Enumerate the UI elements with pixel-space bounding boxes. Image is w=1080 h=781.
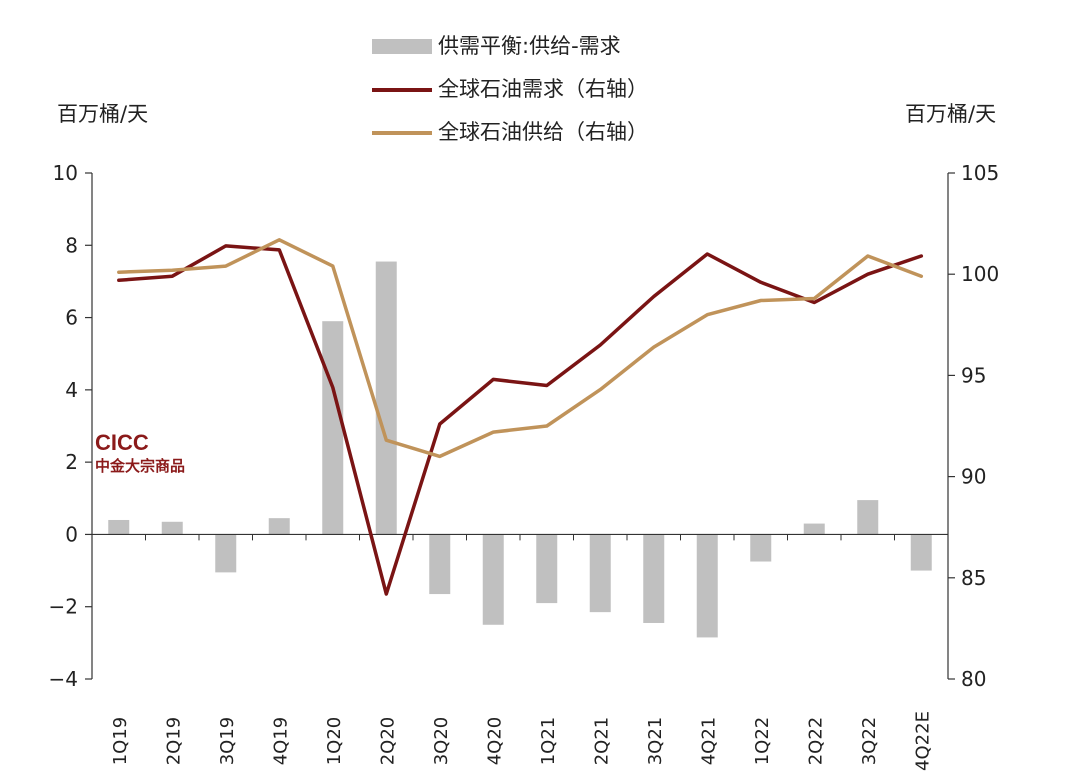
- bar-4Q19: [268, 518, 290, 535]
- x-tick-label: 1Q20: [324, 717, 345, 766]
- bar-4Q22E: [910, 534, 932, 571]
- bar-3Q19: [215, 534, 237, 573]
- bar-2Q19: [161, 521, 183, 535]
- bar-1Q22: [750, 534, 772, 562]
- bar-2Q22: [803, 523, 825, 535]
- brand-watermark: CICC 中金大宗商品: [95, 430, 185, 476]
- legend-swatch-demand: [372, 87, 432, 92]
- legend-swatch-supply: [372, 130, 432, 135]
- bar-2Q20: [375, 261, 397, 535]
- bar-1Q21: [536, 534, 558, 604]
- bar-3Q20: [429, 534, 451, 595]
- left-tick-label: 10: [53, 161, 78, 185]
- line-demand: [117, 244, 924, 596]
- x-tick-label: 4Q22E: [912, 711, 933, 771]
- left-tick-label: −4: [49, 667, 78, 691]
- left-tick-label: −2: [49, 595, 78, 619]
- legend-item-demand: 全球石油需求（右轴）: [372, 68, 648, 111]
- left-tick-label: 4: [65, 378, 78, 402]
- left-tick-label: 0: [65, 522, 78, 546]
- x-tick-label: 3Q22: [859, 717, 880, 766]
- x-tick-label: 2Q19: [163, 717, 184, 766]
- x-tick-label: 1Q21: [538, 717, 559, 766]
- legend: 供需平衡:供给-需求 全球石油需求（右轴） 全球石油供给（右轴）: [372, 25, 648, 154]
- x-tick-label: 3Q19: [217, 717, 238, 766]
- tick-labels: 10 8 6 4 2 0 −2 −4 105 100 95 90 85 80 1Q19 2Q19 3Q19 4Q1…: [49, 161, 1000, 771]
- x-tick-label: 4Q19: [270, 717, 291, 766]
- x-tick-label: 3Q21: [645, 717, 666, 766]
- legend-label-supply: 全球石油供给（右轴）: [438, 120, 648, 144]
- legend-item-supply: 全球石油供给（右轴）: [372, 111, 648, 154]
- axes: [85, 172, 955, 680]
- bar-4Q21: [696, 534, 718, 638]
- right-tick-label: 90: [961, 465, 986, 489]
- left-tick-label: 6: [65, 306, 78, 330]
- legend-label-demand: 全球石油需求（右轴）: [438, 77, 648, 101]
- brand-cn: 中金大宗商品: [95, 457, 186, 475]
- right-tick-label: 100: [961, 262, 999, 286]
- left-tick-label: 2: [65, 450, 78, 474]
- x-tick-label: 2Q20: [377, 717, 398, 766]
- bar-1Q20: [322, 321, 344, 535]
- bar-series: [108, 261, 932, 638]
- right-tick-label: 85: [961, 566, 986, 590]
- x-tick-label: 4Q20: [484, 717, 505, 766]
- bar-3Q21: [643, 534, 665, 623]
- left-tick-label: 8: [65, 233, 78, 257]
- right-tick-label: 80: [961, 667, 986, 691]
- x-tick-label: 4Q21: [698, 717, 719, 766]
- x-tick-label: 1Q22: [752, 717, 773, 766]
- left-axis-unit: 百万桶/天: [57, 102, 149, 126]
- x-tick-label: 3Q20: [431, 717, 452, 766]
- x-tick-label: 2Q21: [591, 717, 612, 766]
- x-tick-label: 1Q19: [110, 717, 131, 766]
- legend-swatch-balance: [372, 39, 432, 54]
- line-supply: [117, 238, 924, 459]
- bar-2Q21: [589, 534, 611, 613]
- bar-1Q19: [108, 519, 130, 535]
- bar-3Q22: [857, 500, 879, 535]
- legend-label-balance: 供需平衡:供给-需求: [438, 34, 621, 58]
- brand-en: CICC: [95, 430, 149, 455]
- right-tick-label: 95: [961, 363, 986, 387]
- legend-item-balance: 供需平衡:供给-需求: [372, 25, 648, 68]
- right-axis-unit: 百万桶/天: [905, 102, 997, 126]
- right-tick-label: 105: [961, 161, 999, 185]
- x-tick-label: 2Q22: [805, 717, 826, 766]
- line-series: [117, 238, 924, 596]
- bar-4Q20: [482, 534, 504, 625]
